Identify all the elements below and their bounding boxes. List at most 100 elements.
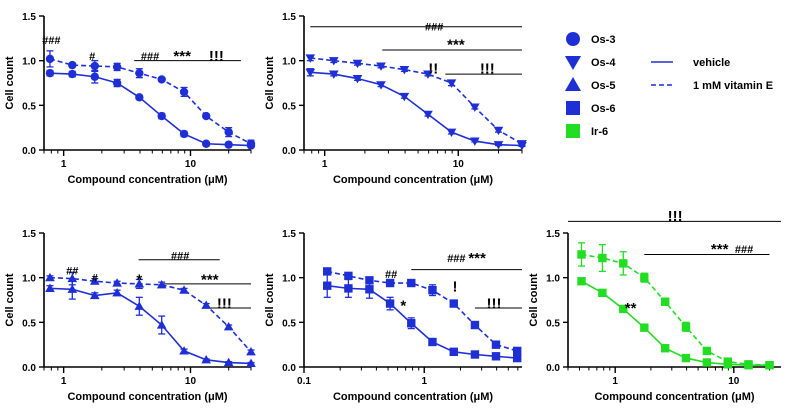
data-point <box>68 60 77 70</box>
legend-marker-os-6 <box>566 101 580 115</box>
series-line <box>49 72 252 147</box>
data-point <box>470 320 480 330</box>
series-vehicle <box>45 278 256 367</box>
series-line <box>49 287 252 365</box>
data-point <box>201 111 211 121</box>
series-line <box>581 253 770 367</box>
data-point <box>201 139 211 148</box>
x-tick-label: 10 <box>453 159 465 170</box>
data-point <box>179 346 189 355</box>
y-axis-title: Cell count <box>4 56 16 110</box>
data-point <box>517 140 527 149</box>
data-point <box>246 358 256 367</box>
y-tick-label: 1.0 <box>282 57 296 68</box>
x-tick-label: 10 <box>185 376 197 387</box>
series-line <box>581 280 770 367</box>
y-tick-label: 1.0 <box>282 274 296 285</box>
data-point <box>344 284 353 293</box>
data-point <box>201 300 212 309</box>
y-axis-title: Cell count <box>528 273 540 327</box>
y-tick-label: 0.5 <box>22 318 36 329</box>
series-line <box>327 284 518 359</box>
data-point <box>385 278 395 288</box>
x-axis-title: Compound concentration (μM) <box>333 391 493 403</box>
data-point <box>45 54 55 64</box>
data-point <box>446 128 457 137</box>
data-point <box>157 111 166 121</box>
data-point <box>67 284 78 293</box>
data-point <box>513 346 522 356</box>
data-point <box>493 141 504 150</box>
significance-label: * <box>400 297 406 314</box>
data-point <box>619 259 628 268</box>
data-point <box>640 273 649 282</box>
legend-line-label: vehicle <box>693 57 730 69</box>
data-point <box>201 355 212 364</box>
data-point <box>323 281 332 290</box>
significance-label: ### <box>42 35 60 47</box>
significance-label: *** <box>201 271 219 288</box>
x-axis-title: Compound concentration (μM) <box>594 391 754 403</box>
data-point <box>156 320 167 329</box>
data-point <box>134 279 145 288</box>
data-point <box>45 68 55 78</box>
data-point <box>428 337 437 347</box>
data-point <box>385 299 395 308</box>
x-tick-label: 1 <box>612 376 618 387</box>
series-vitamin-e <box>323 267 522 356</box>
y-tick-label: 0.5 <box>282 101 296 112</box>
data-point <box>598 288 607 298</box>
data-point <box>246 139 256 148</box>
data-point <box>491 340 501 349</box>
y-tick-label: 1.5 <box>22 12 36 23</box>
y-axis-title: Cell count <box>264 56 276 110</box>
x-tick-label: 1 <box>421 376 427 387</box>
data-point <box>407 319 416 328</box>
data-point <box>702 346 712 356</box>
data-point <box>112 288 122 297</box>
significance-label: !!! <box>217 296 232 313</box>
legend-label: Os-5 <box>591 80 615 92</box>
data-point <box>428 285 437 295</box>
data-point <box>765 361 774 370</box>
data-point <box>470 350 480 359</box>
series-vehicle <box>45 68 256 150</box>
chart-os4: 0.0 0.5 1.0 1.5 1 10 Compound concentration (μ… <box>264 12 527 186</box>
data-point <box>449 347 458 357</box>
significance-label: ** <box>625 300 637 317</box>
data-point <box>323 267 332 276</box>
legend-label: Os-6 <box>591 103 615 115</box>
data-point <box>723 357 732 366</box>
series-vehicle <box>577 277 774 370</box>
data-point <box>423 110 433 120</box>
y-tick-label: 1.5 <box>282 12 296 23</box>
data-point <box>157 75 166 84</box>
data-point <box>399 66 410 75</box>
data-point <box>135 68 144 78</box>
data-point <box>640 323 649 332</box>
y-tick-label: 0.0 <box>282 363 296 374</box>
significance-label: *** <box>711 241 729 258</box>
data-point <box>399 92 410 102</box>
data-point <box>619 304 628 314</box>
data-point <box>89 290 100 300</box>
significance-label: ! <box>452 279 457 296</box>
data-point <box>90 61 99 71</box>
legend-marker-os-3 <box>566 32 580 46</box>
data-point <box>67 273 78 283</box>
data-point <box>224 140 233 149</box>
series-line <box>310 71 523 147</box>
y-axis-title: Cell count <box>4 273 16 327</box>
data-point <box>702 358 712 367</box>
significance-label: !!! <box>209 48 224 65</box>
y-tick-label: 1.5 <box>22 229 36 240</box>
y-tick-label: 0.5 <box>22 101 36 112</box>
data-point <box>577 277 586 286</box>
data-point <box>449 299 458 308</box>
data-point <box>328 70 339 79</box>
data-point <box>661 297 670 306</box>
data-point <box>45 283 55 292</box>
chart-os5: 0.0 0.5 1.0 1.5 1 10 Compound concentration (μ… <box>4 229 256 403</box>
data-point <box>223 357 234 367</box>
significance-label: # <box>89 51 95 63</box>
